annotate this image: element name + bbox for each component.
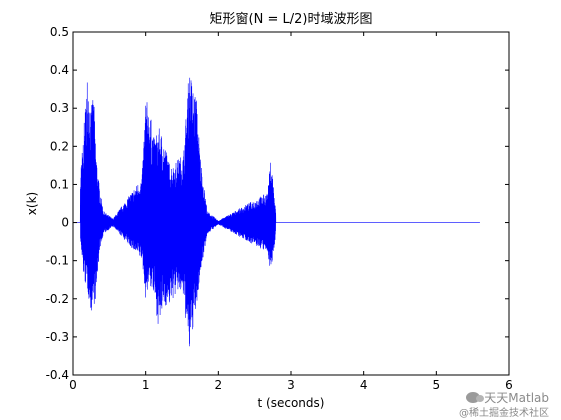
- y-tick-label: 0.4: [50, 63, 69, 77]
- x-tick-label: 0: [69, 378, 77, 392]
- x-tick-label: 6: [505, 378, 513, 392]
- x-tick-label: 3: [287, 378, 295, 392]
- x-tick-label: 2: [215, 378, 223, 392]
- waveform-line: [73, 77, 480, 347]
- x-tick-label: 1: [142, 378, 150, 392]
- y-tick-label: -0.1: [46, 254, 69, 268]
- y-tick-label: 0: [61, 216, 69, 230]
- wechat-icon: [466, 392, 485, 403]
- watermark-subtext: @稀土掘金技术社区: [459, 408, 549, 419]
- x-axis: 0 1 2 3 4 5 6: [69, 32, 513, 392]
- waveform-series: [73, 77, 480, 347]
- watermark-text: 天天Matlab: [484, 391, 549, 405]
- chart-title: 矩形窗(N = L/2)时域波形图: [210, 11, 373, 27]
- y-tick-label: 0.1: [50, 177, 69, 191]
- x-tick-label: 5: [433, 378, 441, 392]
- y-tick-label: 0.2: [50, 139, 69, 153]
- x-tick-label: 4: [360, 378, 368, 392]
- x-axis-label: t (seconds): [258, 396, 325, 410]
- y-tick-label: -0.2: [46, 292, 69, 306]
- y-tick-label: -0.3: [46, 330, 69, 344]
- watermark: 天天Matlab: [466, 389, 549, 406]
- y-tick-label: 0.3: [50, 101, 69, 115]
- y-tick-label: 0.5: [50, 25, 69, 39]
- y-axis: -0.4 -0.3 -0.2 -0.1 0 0.1 0.2 0.3 0.4 0.5: [46, 25, 509, 382]
- y-tick-label: -0.4: [46, 368, 69, 382]
- y-axis-label: x(k): [25, 192, 39, 215]
